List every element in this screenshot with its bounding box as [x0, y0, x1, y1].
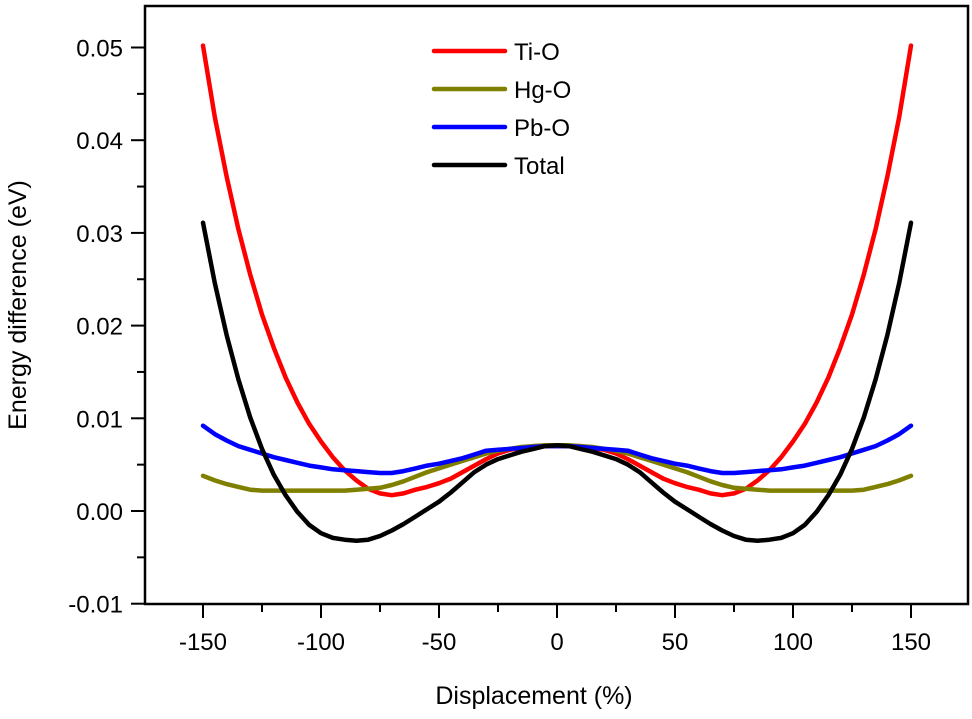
x-tick-label: 100 — [773, 629, 813, 656]
y-tick-label: 0.05 — [76, 36, 123, 63]
x-tick-label: 50 — [662, 629, 689, 656]
y-tick-label: 0.04 — [76, 128, 123, 155]
x-tick-label: -50 — [422, 629, 457, 656]
series-line-hg-o — [200, 442, 914, 493]
ticks-layer: -150 -100 -50 0 50 100 150 -0.01 0.00 0.01 0.02 0.0… — [68, 36, 931, 657]
y-axis-label: Energy difference (eV) — [4, 180, 32, 430]
series-line-pb-o — [200, 423, 914, 476]
x-tick-label: -100 — [297, 629, 345, 656]
y-tick-label: -0.01 — [68, 592, 123, 619]
legend-label-pb-o: Pb-O — [514, 115, 570, 142]
x-axis-label: Displacement (%) — [435, 682, 632, 710]
x-tick-label: 150 — [891, 629, 931, 656]
y-tick-label: 0.02 — [76, 314, 123, 341]
series-line-ti-o — [200, 43, 914, 498]
legend-label-hg-o: Hg-O — [514, 77, 571, 104]
legend: Ti-O Hg-O Pb-O Total — [431, 39, 571, 180]
x-tick-label: -150 — [179, 629, 227, 656]
x-tick-label: 0 — [550, 629, 563, 656]
series-line-total — [200, 220, 914, 543]
y-tick-label: 0.03 — [76, 221, 123, 248]
y-tick-label: 0.00 — [76, 499, 123, 526]
legend-label-ti-o: Ti-O — [514, 39, 560, 66]
series-layer — [200, 43, 914, 543]
y-tick-label: 0.01 — [76, 406, 123, 433]
legend-label-total: Total — [514, 153, 565, 180]
